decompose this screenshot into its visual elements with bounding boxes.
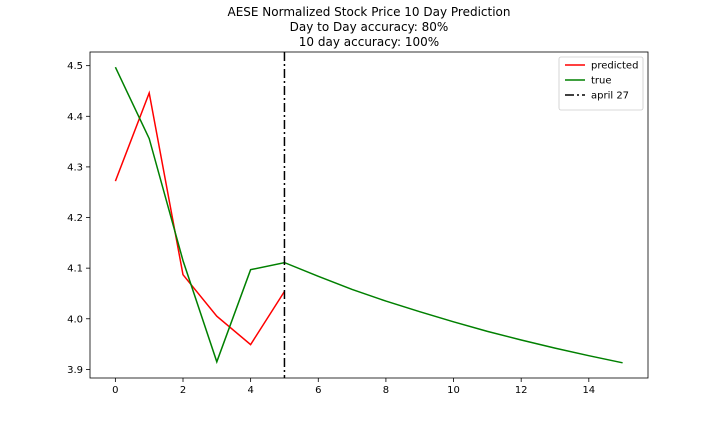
chart-title-line-1: AESE Normalized Stock Price 10 Day Predi… [228, 5, 511, 19]
y-axis: 3.9 4.0 4.1 4.2 4.3 4.4 4.5 [67, 61, 90, 376]
plot-lines [114, 52, 623, 378]
x-tick-label: 2 [180, 385, 186, 396]
y-tick-label: 4.3 [67, 162, 83, 173]
legend-box [558, 56, 644, 111]
legend-label: april 27 [591, 91, 629, 102]
y-tick-label: 4.2 [67, 213, 83, 224]
plot-frame [89, 51, 649, 379]
x-tick-label: 4 [247, 385, 253, 396]
x-axis: 0 2 4 6 8 10 12 14 [112, 378, 595, 396]
legend: predicted true april 27 [558, 56, 644, 111]
y-tick-label: 4.5 [67, 61, 83, 72]
y-tick-label: 4.4 [67, 112, 83, 123]
legend-label: true [591, 76, 612, 87]
chart-title-line-3: 10 day accuracy: 100% [299, 35, 439, 49]
x-tick-label: 0 [112, 385, 118, 396]
y-tick-label: 4.1 [67, 264, 83, 275]
x-tick-label: 8 [383, 385, 389, 396]
y-tick-label: 3.9 [67, 365, 83, 376]
legend-label: predicted [591, 61, 638, 72]
y-tick-label: 4.0 [67, 314, 83, 325]
series-line-predicted [114, 90, 286, 346]
x-tick-label: 14 [582, 385, 595, 396]
x-tick-label: 6 [315, 385, 321, 396]
x-tick-label: 10 [447, 385, 460, 396]
chart-title: AESE Normalized Stock Price 10 Day Predi… [228, 5, 511, 49]
chart-title-line-2: Day to Day accuracy: 80% [290, 20, 449, 34]
series-line-true [114, 66, 623, 365]
x-tick-label: 12 [515, 385, 528, 396]
